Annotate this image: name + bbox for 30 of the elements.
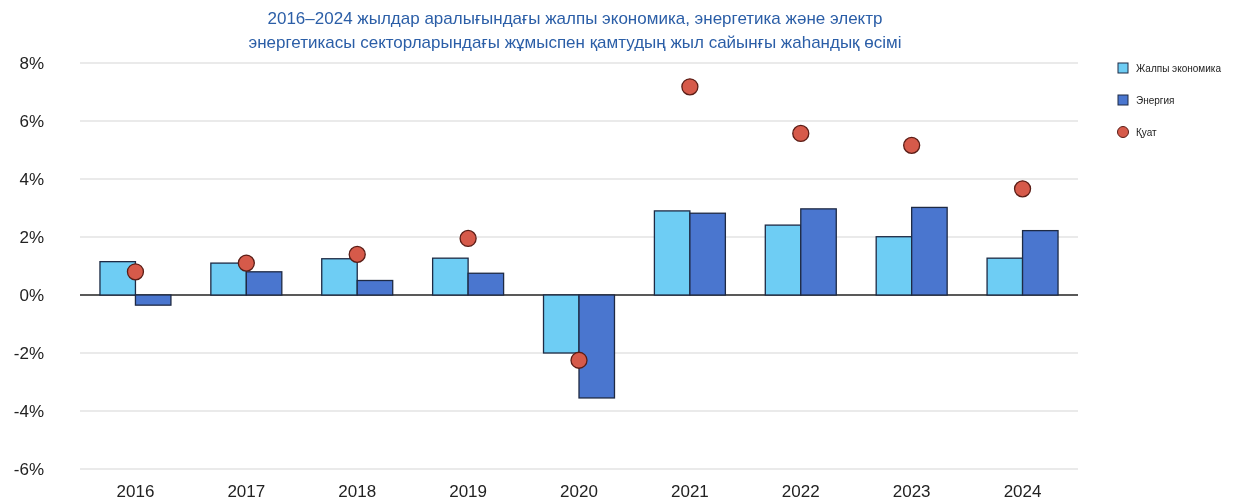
point xyxy=(126,263,145,281)
x-tick-label: 2017 xyxy=(227,482,266,501)
x-tick-label: 2024 xyxy=(1003,482,1042,501)
point xyxy=(903,136,921,155)
x-tick-label: 2023 xyxy=(892,482,931,501)
legend-label: Энергия xyxy=(1136,95,1175,106)
y-tick-label: -2% xyxy=(13,344,44,363)
y-tick-label: 2% xyxy=(19,228,44,247)
x-tick-label: 2016 xyxy=(116,482,155,501)
y-tick-label: 8% xyxy=(19,54,44,73)
y-tick-label: -4% xyxy=(13,402,44,421)
legend-label: Жалпы экономика xyxy=(1136,63,1222,74)
point xyxy=(681,78,699,96)
point xyxy=(237,254,255,272)
chart-title: 2016–2024 жылдар аралығындағы жалпы экономика, энергетика және электр энергетикасы секторларындағы жұмыспен қамтудың жыл сайынғы жаһандық өсімі xyxy=(248,9,902,52)
x-tick-label: 2018 xyxy=(338,482,377,501)
point xyxy=(570,351,588,369)
point xyxy=(348,245,366,264)
point xyxy=(792,124,810,143)
x-tick-label: 2019 xyxy=(449,482,488,501)
y-tick-label: -6% xyxy=(13,460,44,479)
y-tick-label: 6% xyxy=(19,112,44,131)
legend-label: Қуат xyxy=(1136,127,1158,138)
point xyxy=(1013,180,1032,198)
x-tick-label: 2020 xyxy=(560,482,598,501)
x-tick-label: 2021 xyxy=(670,482,709,501)
y-tick-label: 4% xyxy=(19,170,44,189)
x-tick-label: 2022 xyxy=(781,482,820,501)
point xyxy=(459,229,477,248)
y-tick-label: 0% xyxy=(19,286,44,305)
